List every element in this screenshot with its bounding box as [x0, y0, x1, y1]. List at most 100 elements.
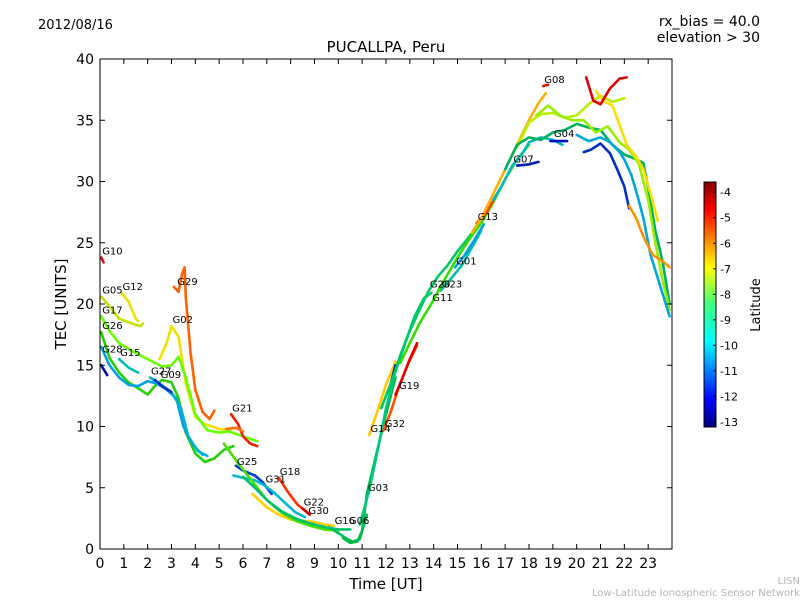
colorbar: -4 -5 -6 -7 -8 -9 -10 -11 -12 -13 — [703, 181, 738, 429]
y-tick-label: 30 — [76, 175, 94, 191]
x-tick-label: 7 — [262, 556, 271, 572]
x-tick-label: 22 — [615, 556, 633, 572]
series-label-g31: G31 — [265, 474, 285, 485]
date-label: 2012/08/16 — [38, 18, 113, 33]
series-line-13 — [225, 426, 245, 433]
series-label-g01: G01 — [456, 256, 476, 267]
series-line-g09 — [153, 378, 173, 394]
x-axis: 0 1 2 3 4 5 6 7 8 9 10 11 12 13 14 15 16 17 18 19 20 21 22 23 — [96, 59, 657, 572]
x-axis-label: Time [UT] — [348, 575, 422, 593]
series-line-42 — [582, 142, 631, 210]
colorbar-tick-label: -9 — [720, 314, 731, 327]
series-line-8 — [99, 364, 109, 377]
series-line-45 — [627, 204, 671, 269]
colorbar-tick-label: -8 — [720, 288, 731, 301]
series-label-g12: G12 — [122, 282, 142, 293]
series-line-g17 — [99, 315, 259, 443]
series-line-g14 — [368, 360, 397, 437]
series-label-g10: G10 — [102, 246, 122, 257]
x-tick-label: 2 — [143, 556, 152, 572]
x-tick-label: 8 — [286, 556, 295, 572]
x-tick-label: 0 — [96, 556, 105, 572]
x-tick-label: 5 — [215, 556, 224, 572]
y-tick-label: 15 — [76, 358, 94, 374]
y-axis: 0 5 10 15 20 25 30 35 40 — [76, 52, 672, 558]
colorbar-tick-label: -6 — [720, 237, 731, 250]
series-label-g25: G25 — [237, 457, 257, 468]
colorbar-tick-label: -7 — [720, 263, 731, 276]
colorbar-label: Latitude — [749, 278, 764, 332]
series-label-g08: G08 — [544, 75, 564, 86]
x-tick-label: 1 — [119, 556, 128, 572]
series-label-g29: G29 — [177, 277, 197, 288]
series-line-g20 — [379, 217, 483, 410]
colorbar-tick-label: -12 — [720, 390, 738, 403]
colorbar-tick-label: -13 — [720, 416, 738, 429]
series-line-21 — [241, 475, 352, 531]
series-line-g07 — [492, 136, 564, 202]
series-label-g02: G02 — [173, 315, 193, 326]
series-line-g26 — [99, 330, 235, 464]
series-line-g23 — [439, 229, 483, 292]
series-line-40 — [534, 104, 671, 312]
series-label-g05: G05 — [102, 286, 122, 297]
colorbar-gradient — [703, 181, 717, 428]
info-block: rx_bias = 40.0 elevation > 30 — [657, 14, 760, 46]
y-tick-label: 25 — [76, 236, 94, 252]
y-tick-label: 5 — [85, 481, 94, 497]
series-label-g18: G18 — [280, 467, 300, 478]
series-line-g15 — [117, 357, 140, 374]
y-tick-label: 35 — [76, 113, 94, 129]
series-label-g07: G07 — [513, 155, 533, 166]
elevation-label: elevation > 30 — [656, 30, 760, 46]
x-tick-label: 20 — [568, 556, 586, 572]
series-line-37 — [515, 94, 626, 149]
y-tick-label: 20 — [76, 297, 94, 313]
y-tick-label: 10 — [76, 420, 94, 436]
rx-bias-label: rx_bias = 40.0 — [658, 14, 760, 30]
series-line-g08 — [542, 83, 550, 88]
series-label-g11: G11 — [432, 293, 452, 304]
x-tick-label: 11 — [353, 556, 371, 572]
series-line-g29 — [172, 266, 216, 421]
x-tick-label: 9 — [310, 556, 319, 572]
x-tick-label: 10 — [329, 556, 347, 572]
series-label-g09: G09 — [161, 370, 181, 381]
series-label-g14: G14 — [370, 424, 390, 435]
series-line-g22 — [301, 507, 311, 516]
series-line-g19 — [394, 341, 419, 396]
y-tick-label: 0 — [85, 542, 94, 558]
y-tick-label: 40 — [76, 52, 94, 68]
series-label-g13: G13 — [478, 212, 498, 223]
series-label-g21: G21 — [232, 403, 252, 414]
series-line-g02 — [158, 324, 233, 432]
series-label-g16: G16 — [335, 516, 355, 527]
y-axis-label: TEC [UNITS] — [52, 259, 70, 351]
series-label-g04: G04 — [554, 129, 574, 140]
series-line-g12 — [120, 291, 140, 323]
series-label-g22: G22 — [304, 498, 324, 509]
x-tick-label: 6 — [239, 556, 248, 572]
x-tick-label: 16 — [472, 556, 490, 572]
colorbar-tick-label: -10 — [720, 339, 738, 352]
x-tick-label: 15 — [449, 556, 467, 572]
series-line-35 — [515, 160, 540, 167]
x-tick-label: 14 — [425, 556, 443, 572]
series-line-g05 — [99, 295, 145, 328]
series-label-g03: G03 — [368, 483, 388, 494]
series-line-g28 — [99, 345, 204, 456]
series-line-g21 — [229, 413, 259, 448]
x-tick-label: 17 — [496, 556, 514, 572]
series-label-g28: G28 — [102, 344, 122, 355]
series-label-g19: G19 — [399, 381, 419, 392]
colorbar-tick-label: -4 — [720, 186, 731, 199]
series-label-g30: G30 — [308, 506, 328, 517]
series-label-g17: G17 — [102, 305, 122, 316]
series-line-g01 — [453, 223, 485, 269]
credit-long: Low-Latitude Ionospheric Sensor Network — [592, 588, 800, 599]
x-tick-label: 13 — [401, 556, 419, 572]
x-tick-label: 21 — [592, 556, 610, 572]
x-tick-label: 18 — [520, 556, 538, 572]
